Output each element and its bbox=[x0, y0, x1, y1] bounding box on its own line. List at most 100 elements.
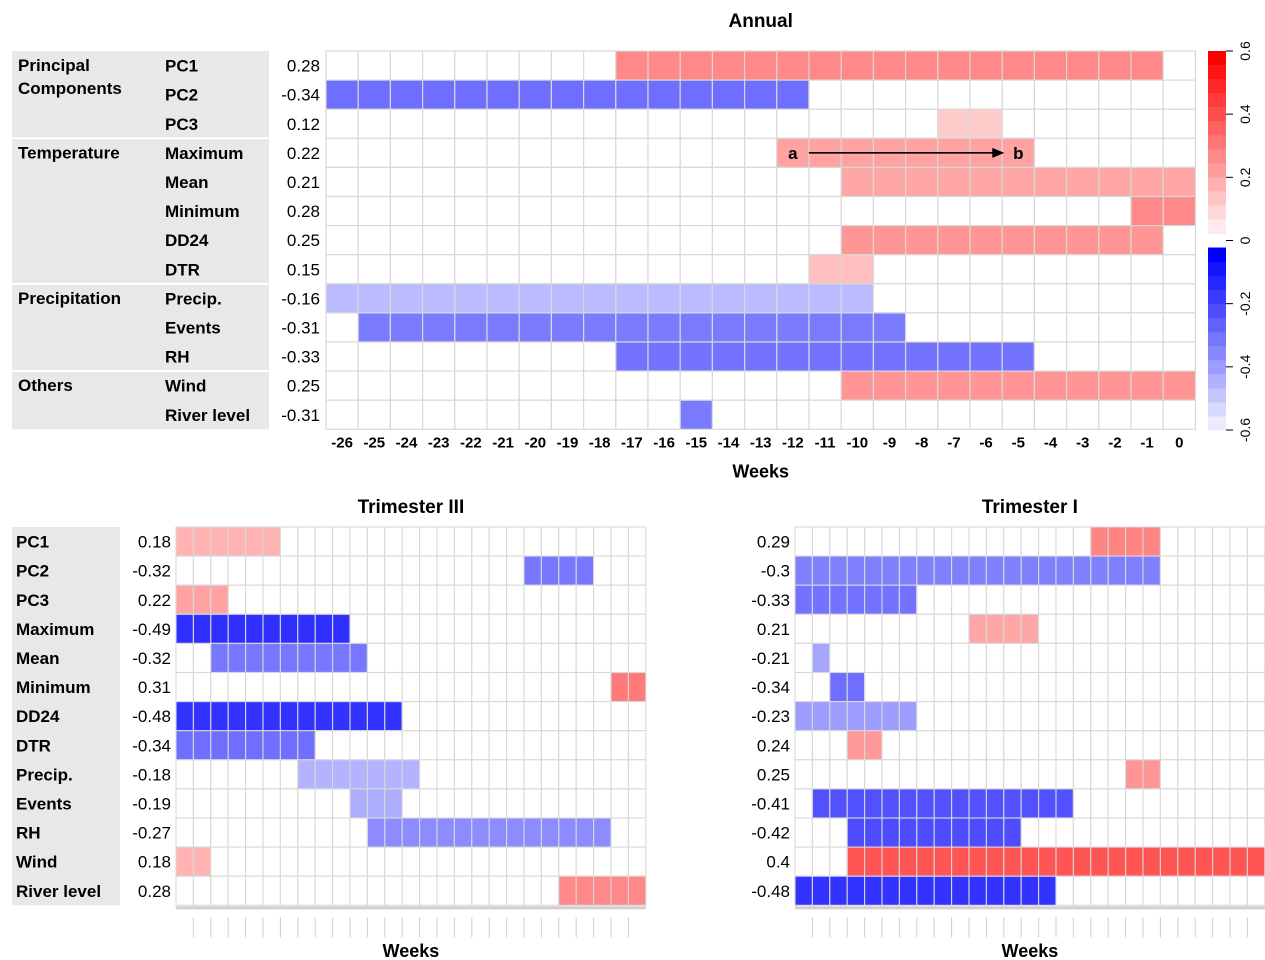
annual-cell bbox=[743, 195, 778, 227]
annual-cell-filled bbox=[1065, 225, 1100, 256]
trim1-x-label: Weeks bbox=[1002, 941, 1059, 960]
trim1-cell-filled bbox=[811, 584, 831, 615]
annual-cell-filled bbox=[1098, 50, 1132, 81]
trim3-cell bbox=[627, 526, 647, 557]
annual-x-tick: -4 bbox=[1044, 434, 1058, 451]
trim3-cell bbox=[175, 759, 194, 790]
trim3-row-value: 0.22 bbox=[138, 591, 171, 610]
trim1-cell-filled bbox=[794, 584, 813, 615]
annual-cell-filled bbox=[840, 50, 875, 81]
trim1-cell bbox=[794, 788, 813, 819]
trim1-cell bbox=[1038, 584, 1057, 615]
trim1-cell bbox=[1125, 642, 1144, 674]
trim1-cell-filled bbox=[1159, 846, 1179, 877]
trim1-cell bbox=[1212, 642, 1231, 674]
annual-cell-filled bbox=[550, 283, 585, 314]
trim1-cell-filled bbox=[898, 788, 918, 819]
annual-cell-filled bbox=[904, 225, 939, 256]
annual-cell-filled bbox=[422, 283, 456, 314]
trim3-cell-filled bbox=[279, 642, 299, 674]
annual-cell bbox=[1130, 137, 1164, 169]
trim3-cell bbox=[401, 701, 421, 732]
annual-cell bbox=[389, 225, 424, 256]
trim3-cell-filled bbox=[245, 613, 264, 644]
annual-cell-filled bbox=[840, 225, 875, 256]
trim1-cell bbox=[1055, 730, 1074, 761]
trim1-cell-filled bbox=[1125, 846, 1144, 877]
trim1-cell-filled bbox=[1142, 555, 1161, 586]
annual-cell bbox=[1098, 254, 1132, 285]
annual-cell bbox=[969, 79, 1003, 110]
colorbar-tick-label: 0.4 bbox=[1237, 104, 1253, 124]
trim3-cell bbox=[453, 584, 473, 615]
trim3-cell bbox=[245, 817, 264, 848]
trim1-cell bbox=[829, 817, 848, 848]
trim3-cell bbox=[210, 555, 229, 586]
trim3-cell bbox=[488, 788, 508, 819]
annual-cell bbox=[357, 341, 392, 372]
trim1-cell-filled bbox=[811, 788, 831, 819]
annual-cell bbox=[969, 195, 1003, 227]
trim3-cell-filled bbox=[366, 759, 386, 790]
trim3-cell bbox=[332, 671, 351, 703]
annual-cell bbox=[1001, 254, 1036, 285]
trim1-cell bbox=[1246, 759, 1265, 790]
annual-cell-filled bbox=[1065, 370, 1100, 401]
trim1-cell-filled bbox=[864, 730, 883, 761]
annual-cell bbox=[357, 370, 392, 401]
annual-cell bbox=[743, 225, 778, 256]
annual-cell-filled bbox=[647, 312, 681, 343]
trim1-cell bbox=[829, 730, 848, 761]
annual-cell bbox=[582, 341, 617, 372]
trim3-cell bbox=[175, 671, 194, 703]
trim1-cell-filled bbox=[1003, 555, 1022, 586]
annual-cell bbox=[422, 50, 456, 81]
trim1-cell-filled bbox=[1038, 846, 1057, 877]
trim1-cell bbox=[1142, 642, 1161, 674]
annual-cell bbox=[1065, 283, 1100, 314]
trim3-cell-filled bbox=[262, 730, 281, 761]
trim3-cell-filled bbox=[175, 526, 194, 557]
annual-cell-filled bbox=[808, 283, 842, 314]
annual-x-tick: -12 bbox=[782, 434, 804, 451]
annual-cell bbox=[1162, 312, 1196, 343]
trim3-cell-filled bbox=[210, 613, 229, 644]
trim3-cell-filled bbox=[575, 555, 595, 586]
trim1-cell bbox=[1107, 759, 1127, 790]
trim1-cell-filled bbox=[1003, 846, 1022, 877]
annual-cell bbox=[1065, 108, 1100, 139]
annual-cell bbox=[454, 166, 488, 198]
annual-cell bbox=[808, 108, 842, 139]
trim1-cell-filled bbox=[933, 846, 953, 877]
annual-cell bbox=[486, 370, 520, 401]
trim3-cell bbox=[506, 642, 525, 674]
trim1-cell-filled bbox=[864, 555, 883, 586]
annual-cell bbox=[582, 108, 617, 139]
trim3-cell bbox=[558, 671, 577, 703]
trim1-row-value: -0.23 bbox=[751, 707, 790, 726]
annual-cell bbox=[679, 370, 714, 401]
annual-cell-filled bbox=[679, 50, 714, 81]
trim1-cell-filled bbox=[1055, 846, 1074, 877]
trim3-cell bbox=[523, 846, 542, 877]
trim3-cell bbox=[332, 875, 351, 906]
annual-cell bbox=[1065, 195, 1100, 227]
annual-x-tick: -20 bbox=[524, 434, 546, 451]
annual-cell bbox=[743, 108, 778, 139]
trim3-cell-filled bbox=[175, 846, 194, 877]
annual-cell bbox=[840, 79, 875, 110]
annual-x-label: Weeks bbox=[732, 461, 789, 481]
colorbar-segment bbox=[1208, 191, 1226, 206]
annual-cell-filled bbox=[518, 283, 553, 314]
trim3-cell bbox=[210, 759, 229, 790]
annual-cell bbox=[325, 312, 359, 343]
annual-cell-filled bbox=[1001, 166, 1036, 198]
trim3-cell bbox=[314, 584, 334, 615]
annual-cell bbox=[518, 137, 553, 169]
annual-cell bbox=[1098, 341, 1132, 372]
trim3-cell bbox=[610, 846, 629, 877]
trim3-cell bbox=[575, 701, 595, 732]
trim3-cell bbox=[506, 584, 525, 615]
trim1-cell bbox=[1246, 642, 1265, 674]
annual-cell bbox=[711, 399, 746, 430]
